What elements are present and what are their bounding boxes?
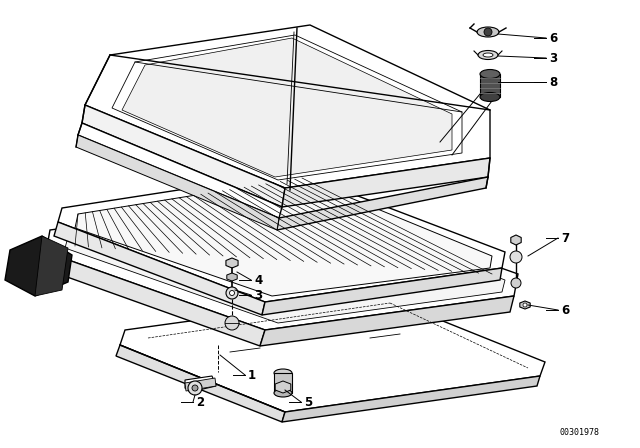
Text: 8: 8 bbox=[549, 76, 557, 89]
Text: 7: 7 bbox=[561, 232, 569, 245]
Polygon shape bbox=[122, 38, 452, 177]
Circle shape bbox=[230, 290, 234, 296]
Polygon shape bbox=[42, 252, 265, 346]
Polygon shape bbox=[46, 196, 518, 330]
Circle shape bbox=[511, 278, 521, 288]
Text: 3: 3 bbox=[549, 52, 557, 65]
Polygon shape bbox=[520, 301, 530, 309]
Polygon shape bbox=[75, 178, 492, 296]
Polygon shape bbox=[282, 376, 540, 422]
Polygon shape bbox=[35, 236, 68, 296]
Circle shape bbox=[523, 303, 527, 307]
Circle shape bbox=[510, 251, 522, 263]
Polygon shape bbox=[277, 177, 488, 230]
Polygon shape bbox=[227, 273, 237, 281]
Text: 4: 4 bbox=[254, 273, 262, 287]
Polygon shape bbox=[58, 172, 505, 302]
Polygon shape bbox=[78, 123, 282, 218]
Polygon shape bbox=[5, 236, 72, 296]
Circle shape bbox=[188, 381, 202, 395]
Text: 5: 5 bbox=[304, 396, 312, 409]
Polygon shape bbox=[274, 373, 292, 393]
Ellipse shape bbox=[483, 53, 493, 57]
Ellipse shape bbox=[274, 369, 292, 377]
Ellipse shape bbox=[480, 69, 500, 78]
Text: 6: 6 bbox=[561, 303, 569, 316]
Circle shape bbox=[225, 316, 239, 330]
Polygon shape bbox=[112, 35, 462, 180]
Text: 6: 6 bbox=[549, 31, 557, 44]
Text: 2: 2 bbox=[196, 396, 204, 409]
Polygon shape bbox=[54, 222, 265, 315]
Polygon shape bbox=[65, 204, 505, 323]
Polygon shape bbox=[480, 74, 500, 97]
Text: 00301978: 00301978 bbox=[560, 427, 600, 436]
Circle shape bbox=[192, 385, 198, 391]
Polygon shape bbox=[511, 235, 521, 245]
Polygon shape bbox=[260, 296, 514, 346]
Polygon shape bbox=[185, 376, 216, 392]
Polygon shape bbox=[120, 295, 545, 412]
Circle shape bbox=[484, 28, 492, 36]
Polygon shape bbox=[116, 345, 285, 422]
Polygon shape bbox=[85, 25, 490, 188]
Ellipse shape bbox=[477, 27, 499, 37]
Ellipse shape bbox=[274, 389, 292, 397]
Polygon shape bbox=[275, 381, 291, 393]
Polygon shape bbox=[226, 258, 238, 268]
Ellipse shape bbox=[478, 51, 498, 60]
Polygon shape bbox=[82, 105, 285, 207]
Text: 3: 3 bbox=[254, 289, 262, 302]
Polygon shape bbox=[76, 135, 279, 230]
Ellipse shape bbox=[480, 92, 500, 102]
Polygon shape bbox=[282, 158, 490, 207]
Text: 1: 1 bbox=[248, 369, 256, 382]
Polygon shape bbox=[185, 378, 216, 391]
Circle shape bbox=[226, 287, 238, 299]
Polygon shape bbox=[262, 268, 502, 315]
